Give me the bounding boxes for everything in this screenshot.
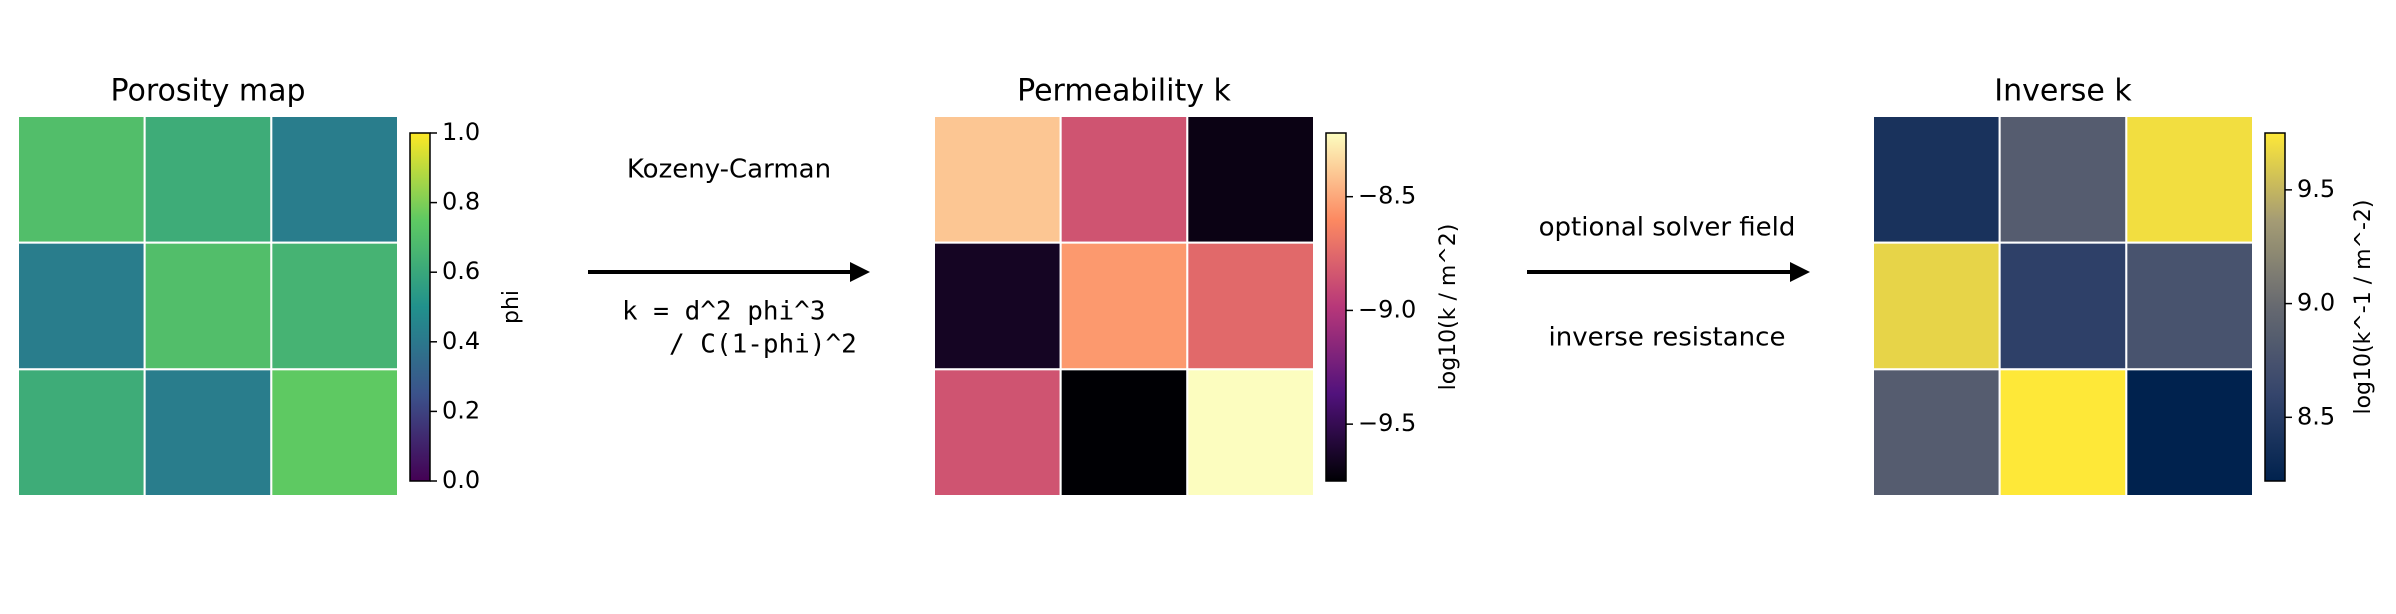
formula: k = d^2 phi^3 (622, 297, 826, 327)
heatmap-cell (1998, 115, 2128, 244)
heatmap-cell (2125, 115, 2254, 244)
colorbar-tick-label: 0.8 (442, 188, 480, 216)
heatmap-cell (933, 115, 1062, 244)
chart-title: Permeability k (1017, 74, 1231, 109)
heatmap-cell (1186, 368, 1316, 498)
colorbar-tick-label: 0.4 (442, 327, 480, 355)
annotation: optional solver field (1539, 213, 1796, 243)
heatmap-cell (143, 115, 273, 244)
heatmap-cell (1059, 241, 1189, 371)
chart-title: Inverse k (1994, 74, 2132, 109)
colorbar-tick-label: 0.2 (442, 396, 480, 424)
formula: / C(1-phi)^2 (622, 330, 857, 360)
colorbar (409, 132, 431, 482)
colorbar-tick-label: 8.5 (2297, 402, 2335, 430)
heatmap-cell (143, 368, 273, 498)
colorbar-label: phi (499, 290, 524, 324)
heatmap-cell (270, 241, 400, 371)
heatmap-cell (1998, 241, 2128, 371)
chart-title: Porosity map (110, 74, 305, 109)
colorbar-tick-label: −9.5 (1358, 409, 1416, 437)
heatmap-cell (1186, 115, 1316, 244)
colorbar-tick-label: −9.0 (1358, 295, 1416, 323)
colorbar-label: log10(k / m^2) (1436, 224, 1461, 391)
colorbar (2264, 132, 2286, 482)
heatmap-cell (17, 115, 146, 244)
heatmap-cell (933, 241, 1062, 371)
colorbar-tick-label: 0.0 (442, 466, 480, 494)
heatmap-cell (270, 368, 400, 498)
colorbar-tick-label: 9.5 (2297, 175, 2335, 203)
heatmap-cell (17, 368, 146, 498)
heatmap-cell (17, 241, 146, 371)
heatmap-cell (270, 115, 400, 244)
heatmap-cell (1059, 368, 1189, 498)
heatmap-cell (1059, 115, 1189, 244)
colorbar-label: log10(k^-1 / m^-2) (2351, 199, 2376, 414)
heatmap-cell (933, 368, 1062, 498)
annotation: Kozeny-Carman (627, 155, 831, 185)
colorbar (1325, 132, 1347, 482)
heatmap-cell (1186, 241, 1316, 371)
heatmap-cell (143, 241, 273, 371)
colorbar-tick-label: −8.5 (1358, 182, 1416, 210)
colorbar-tick-label: 0.6 (442, 257, 480, 285)
heatmap-cell (1872, 115, 2001, 244)
heatmap-cell (2125, 241, 2254, 371)
colorbar-tick-label: 1.0 (442, 118, 480, 146)
heatmap-cell (1998, 368, 2128, 498)
colorbar-tick-label: 9.0 (2297, 289, 2335, 317)
heatmap-cell (1872, 241, 2001, 371)
annotation: inverse resistance (1549, 323, 1786, 353)
heatmap-cell (1872, 368, 2001, 498)
heatmap-cell (2125, 368, 2254, 498)
